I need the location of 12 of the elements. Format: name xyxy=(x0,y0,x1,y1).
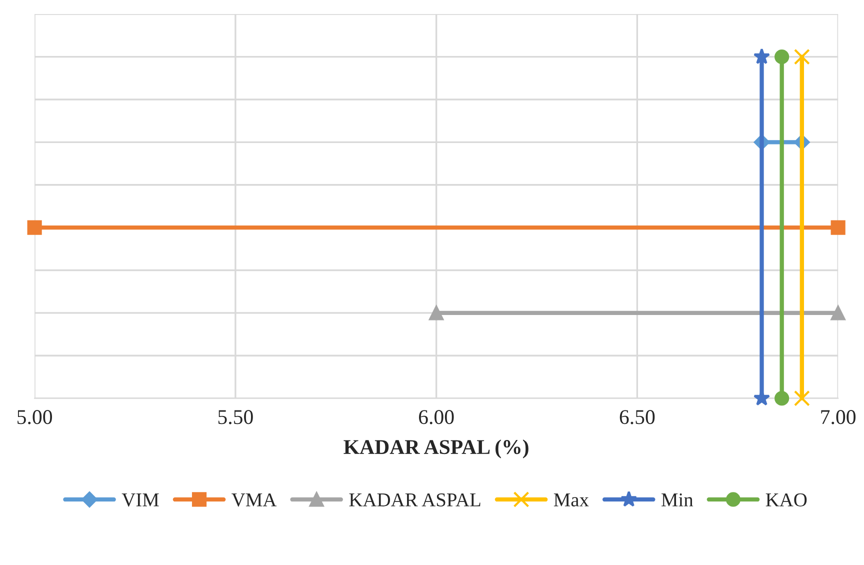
x-tick-label: 6.50 xyxy=(620,410,655,424)
x-tick-label: 5.50 xyxy=(218,410,253,424)
legend-label: KAO xyxy=(766,493,807,506)
legend-label: VIM xyxy=(122,494,159,507)
x-axis-title: KADAR ASPAL (%) xyxy=(344,439,528,458)
legend-label: VMA xyxy=(232,493,277,507)
legend-label: Max xyxy=(554,494,589,506)
x-tick-label: 6.00 xyxy=(418,410,454,424)
legend-label: Min xyxy=(662,493,694,506)
x-tick-label: 5.00 xyxy=(18,410,52,424)
x-tick-label: 7.00 xyxy=(821,410,856,424)
legend-label: KADAR ASPAL xyxy=(349,493,480,506)
